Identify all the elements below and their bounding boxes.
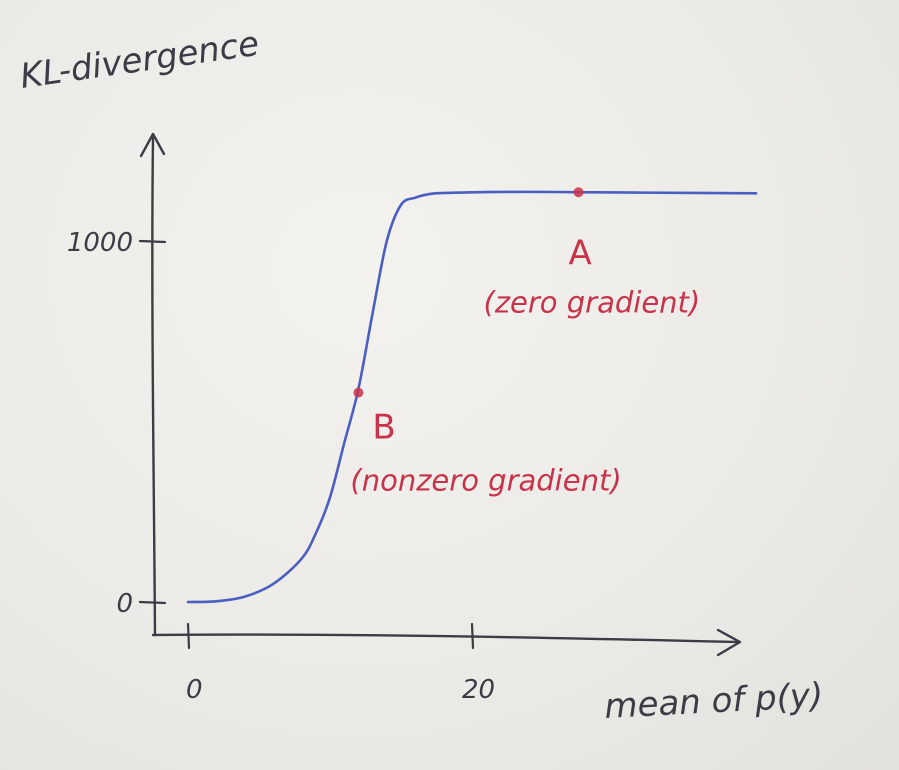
point-b-note: (nonzero gradient) <box>350 464 621 498</box>
x-tick-label-20: 20 <box>462 675 495 705</box>
x-tick-label-0: 0 <box>186 675 203 705</box>
ticks: 0 20 0 1000 <box>67 228 495 705</box>
y-tick-label-0: 0 <box>116 589 133 619</box>
point-b-marker <box>353 387 364 398</box>
axes <box>139 132 742 657</box>
y-axis-title: KL-divergence <box>18 24 262 97</box>
kl-curve <box>186 190 758 604</box>
point-a-label: A <box>569 233 592 273</box>
x-tick-20 <box>470 622 475 650</box>
y-axis-arrowhead <box>139 132 166 158</box>
x-axis-arrowhead <box>716 628 742 657</box>
y-tick-1000 <box>138 239 167 244</box>
point-a-marker <box>573 187 584 198</box>
x-axis-title: mean of p(y) <box>603 676 824 727</box>
y-tick-label-1000: 1000 <box>67 228 133 258</box>
x-tick-0 <box>186 622 191 650</box>
y-axis-line <box>151 136 157 637</box>
point-b-label: B <box>372 408 395 448</box>
point-a-note: (zero gradient) <box>484 285 701 319</box>
y-tick-0 <box>138 600 167 605</box>
x-axis-line <box>151 633 740 644</box>
annotations: A (zero gradient) B (nonzero gradient) <box>350 187 701 498</box>
